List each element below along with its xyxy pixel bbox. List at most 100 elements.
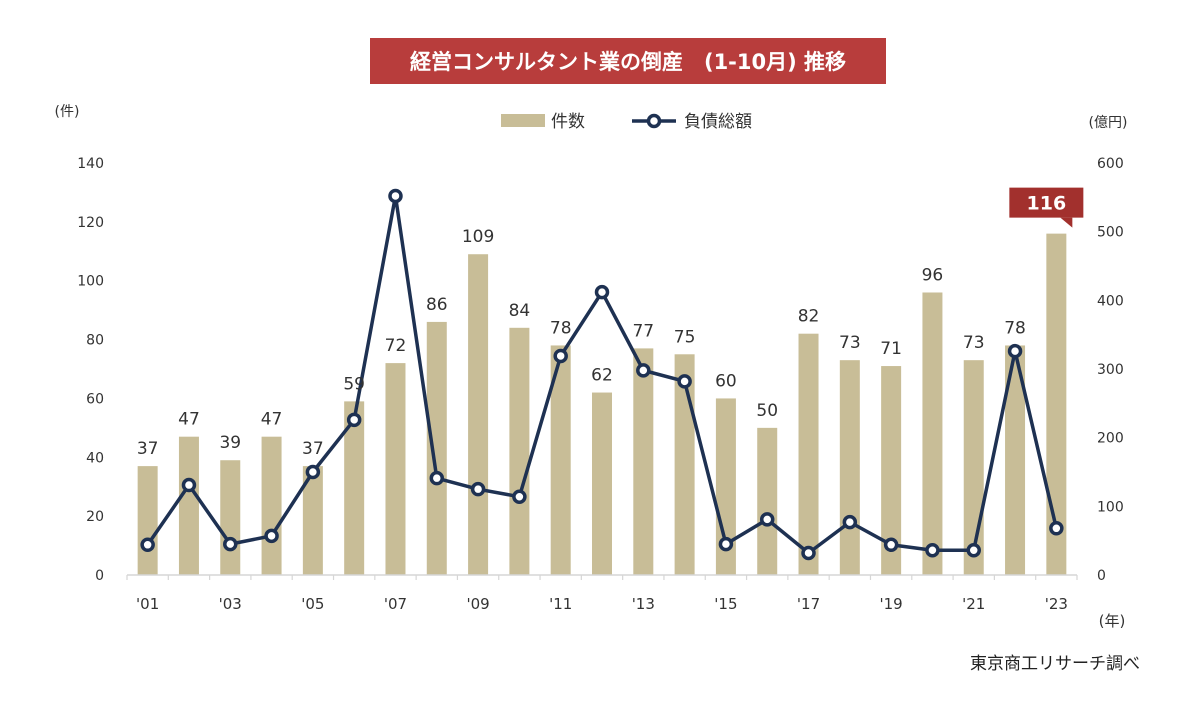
bar-01 <box>137 466 158 575</box>
bar-value-label: 82 <box>798 307 820 327</box>
debt-point-08 <box>429 470 445 486</box>
x-tick-label: '23 <box>1045 595 1068 613</box>
x-tick-label: '05 <box>301 595 324 613</box>
bar-value-label: 78 <box>1004 318 1026 338</box>
debt-point-18 <box>842 514 858 530</box>
y-right-tick-label: 0 <box>1097 568 1106 584</box>
highlight-callout-box <box>1009 187 1084 218</box>
bar-17 <box>798 333 819 575</box>
legend-line-marker <box>646 113 662 129</box>
debt-point-23 <box>1049 521 1064 536</box>
bar-08 <box>426 321 447 575</box>
bar-14 <box>674 354 695 575</box>
bar-value-label: 73 <box>963 333 985 353</box>
bar-22 <box>1005 345 1026 575</box>
chart-title: 経営コンサルタント業の倒産 (1-10月) 推移 <box>410 50 846 74</box>
debt-point-22 <box>1007 343 1023 359</box>
debt-point-16 <box>759 512 775 527</box>
bar-value-label: 37 <box>302 439 324 459</box>
y-left-tick-label: 120 <box>77 215 104 231</box>
debt-point-03 <box>223 536 238 552</box>
y-left-tick-label: 60 <box>86 391 104 407</box>
bar-value-label: 71 <box>880 339 902 359</box>
legend-line-label: 負債総額 <box>684 112 752 132</box>
y-right-tick-label: 400 <box>1097 293 1124 309</box>
bar-20 <box>922 292 943 575</box>
bar-16 <box>757 427 778 575</box>
y-left-tick-label: 100 <box>77 274 104 290</box>
debt-point-11 <box>553 348 568 364</box>
bar-value-label: 62 <box>591 366 613 386</box>
debt-point-13 <box>636 363 651 378</box>
labels-layer: 37 47 39 47 37 59 72 86 109 84 78 62 77 75 60 50 82 73 71 9… <box>137 187 1084 459</box>
debt-point-10 <box>512 489 527 504</box>
x-tick-label: '07 <box>384 595 407 613</box>
debt-point-20 <box>925 543 940 558</box>
y-right-tick-label: 600 <box>1097 156 1124 172</box>
highlight-callout-label: 116 <box>1027 193 1067 215</box>
bar-05 <box>302 466 323 575</box>
x-tick-label: '17 <box>797 595 820 613</box>
bar-18 <box>839 360 860 575</box>
debt-point-17 <box>801 545 816 561</box>
bar-04 <box>261 436 282 575</box>
bar-value-label: 37 <box>137 439 159 459</box>
bar-07 <box>385 363 406 575</box>
bar-value-label: 73 <box>839 333 861 353</box>
bar-value-label: 78 <box>550 318 572 338</box>
x-tick-label: '19 <box>880 595 903 613</box>
x-tick-label: '15 <box>714 595 737 613</box>
bar-value-label: 47 <box>261 410 283 430</box>
y-left-tick-label: 140 <box>77 156 104 172</box>
line-layer <box>140 188 1064 561</box>
axes-layer: 0 20 40 60 80 100 120 140 0 100 200 300 400 500 600 '01… <box>77 156 1123 613</box>
debt-point-19 <box>883 537 899 553</box>
y-right-tick-label: 100 <box>1097 499 1124 515</box>
bar-value-label: 109 <box>462 227 494 247</box>
bar-value-label: 75 <box>674 327 696 347</box>
debt-point-09 <box>470 481 486 497</box>
bar-value-label: 84 <box>509 301 531 321</box>
legend-bar-swatch <box>501 114 545 127</box>
y-right-unit: (億円) <box>1089 115 1128 131</box>
debt-point-06 <box>346 412 362 428</box>
x-tick-label: '01 <box>136 595 159 613</box>
y-right-tick-label: 200 <box>1097 431 1124 447</box>
y-left-tick-label: 80 <box>86 333 104 349</box>
bar-10 <box>509 327 530 575</box>
legend-bar-label: 件数 <box>551 112 585 132</box>
bar-value-label: 86 <box>426 295 448 315</box>
bar-value-label: 60 <box>715 371 737 391</box>
debt-point-21 <box>966 543 981 558</box>
debt-point-02 <box>181 477 197 493</box>
bar-value-label: 50 <box>756 401 778 421</box>
debt-point-15 <box>718 536 734 552</box>
title-background <box>370 38 886 84</box>
bar-06 <box>344 401 365 575</box>
bar-12 <box>592 392 612 575</box>
source-note: 東京商工リサーチ調べ <box>970 654 1140 674</box>
y-left-unit: (件) <box>55 104 80 120</box>
bar-value-label: 39 <box>219 433 241 453</box>
x-tick-label: '03 <box>219 595 242 613</box>
y-left-tick-label: 20 <box>86 509 104 525</box>
debt-point-12 <box>594 284 610 300</box>
debt-point-14 <box>677 374 692 389</box>
debt-point-07 <box>388 188 403 204</box>
bar-09 <box>468 254 489 575</box>
x-unit: (年) <box>1099 612 1126 630</box>
y-left-tick-label: 0 <box>95 568 104 584</box>
bar-value-label: 47 <box>178 410 200 430</box>
bar-value-label: 77 <box>632 321 654 341</box>
debt-point-01 <box>140 537 155 553</box>
x-tick-label: '09 <box>466 595 489 613</box>
bar-02 <box>178 436 199 575</box>
debt-point-04 <box>264 528 279 544</box>
highlight-callout-pointer <box>1060 217 1073 228</box>
x-tick-label: '13 <box>632 595 655 613</box>
y-right-tick-label: 500 <box>1097 225 1124 241</box>
bar-19 <box>881 366 902 575</box>
bar-03 <box>220 460 241 575</box>
